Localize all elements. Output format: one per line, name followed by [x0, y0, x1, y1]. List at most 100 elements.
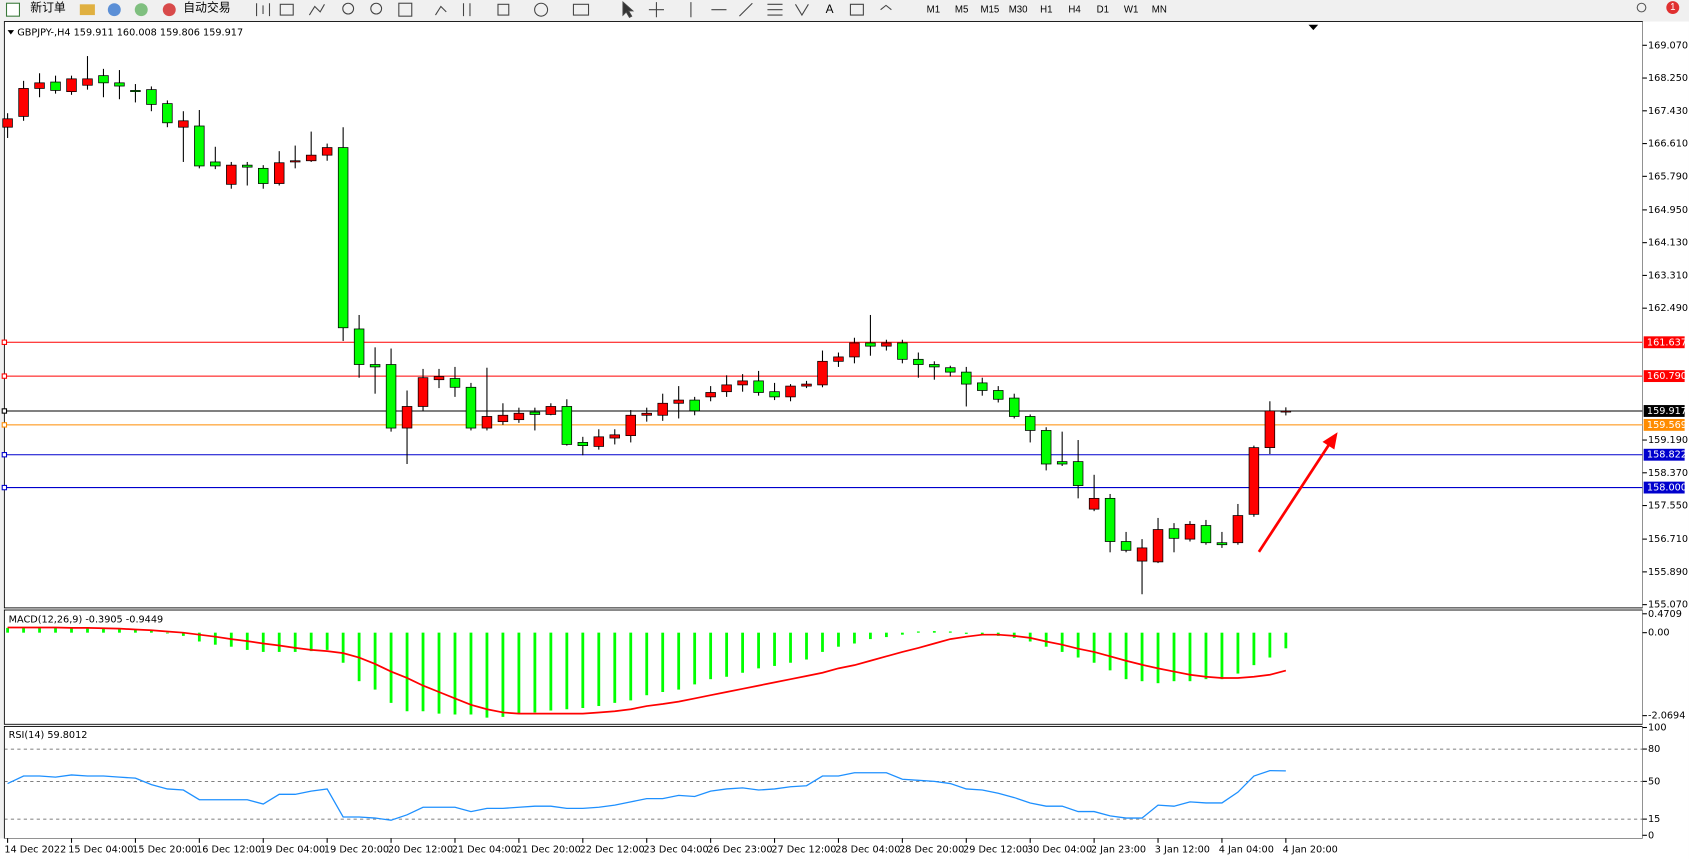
zoom-in[interactable]: [342, 2, 355, 15]
time-label: 28 Dec 20:00: [899, 844, 964, 855]
timeframe[interactable]: D1: [1097, 4, 1109, 15]
y-tick-label: 0.00: [1648, 628, 1670, 639]
y-tick-label: 159.190: [1648, 435, 1688, 446]
icon[interactable]: [849, 3, 864, 16]
time-label: 4 Jan 04:00: [1219, 844, 1274, 855]
text-tool[interactable]: A: [826, 2, 834, 16]
candle-body: [385, 364, 397, 429]
candle-body: [1184, 523, 1196, 540]
y-tick-label: 164.950: [1648, 205, 1688, 216]
icon[interactable]: [880, 4, 892, 11]
toolbar-icons: [256, 0, 892, 18]
candle-body: [1136, 547, 1148, 562]
icon[interactable]: [794, 4, 809, 17]
y-tick-label: 158.370: [1648, 468, 1688, 479]
y-tick-label: 167.430: [1648, 106, 1688, 117]
candle-body: [401, 406, 413, 429]
icon[interactable]: [107, 3, 121, 17]
icon[interactable]: [648, 2, 783, 18]
candle-body: [82, 78, 93, 86]
level-label-bg: [1643, 481, 1685, 494]
timeframe[interactable]: M5: [955, 4, 968, 15]
level-label-bg: [1643, 405, 1685, 417]
time-label: 28 Dec 04:00: [835, 844, 900, 855]
timeframe[interactable]: W1: [1124, 4, 1139, 15]
y-tick-label: 156.710: [1648, 534, 1688, 545]
cursor[interactable]: [622, 0, 635, 18]
rsi-panel: [3, 726, 1644, 839]
new-order-icon[interactable]: [5, 2, 20, 17]
time-label: 4 Jan 20:00: [1283, 844, 1338, 855]
zoom-out[interactable]: [370, 2, 383, 15]
candle-body: [1280, 410, 1292, 413]
level-label: 160.790: [1647, 371, 1687, 382]
candle-body: [50, 81, 61, 91]
candle-body: [1216, 542, 1228, 546]
candle-body: [625, 414, 636, 437]
time-label: 21 Dec 20:00: [516, 844, 581, 855]
icon[interactable]: [462, 3, 471, 17]
time-label: 15 Dec 20:00: [132, 844, 197, 855]
icon[interactable]: [134, 3, 148, 17]
time-label: 20 Dec 12:00: [388, 844, 453, 855]
timeframe[interactable]: M1: [927, 4, 940, 15]
time-label: 26 Dec 23:00: [707, 844, 772, 855]
timeframe[interactable]: M15: [980, 4, 999, 15]
level-label-bg: [1643, 370, 1685, 383]
candle-body: [114, 82, 125, 87]
candle-body: [657, 402, 668, 416]
symbol-menu[interactable]: [7, 30, 15, 35]
candle-body: [98, 75, 109, 84]
y-tick-label: 162.490: [1648, 303, 1688, 314]
auto-trading-icon[interactable]: [162, 3, 176, 17]
candle-body: [1104, 497, 1116, 542]
icon[interactable]: [534, 2, 549, 17]
candle-body: [1168, 528, 1180, 539]
icon[interactable]: [279, 3, 294, 16]
level-label: 158.822: [1647, 450, 1687, 461]
icon[interactable]: [79, 4, 95, 16]
timeframe[interactable]: H4: [1068, 4, 1081, 15]
notification-count[interactable]: 1: [1670, 2, 1675, 13]
time-label: 3 Jan 12:00: [1155, 844, 1210, 855]
candle-body: [993, 390, 1004, 400]
time-label: 19 Dec 04:00: [260, 844, 325, 855]
icon[interactable]: [308, 4, 325, 16]
auto-trading[interactable]: 自动交易: [183, 1, 230, 15]
timeframe[interactable]: H1: [1040, 4, 1052, 15]
level-handle: [1, 452, 8, 458]
time-label: 21 Dec 04:00: [452, 844, 517, 855]
candle-body: [641, 412, 652, 416]
level-label-bg: [1643, 448, 1685, 461]
candle-body: [2, 118, 13, 128]
new-order[interactable]: 新订单: [30, 1, 66, 15]
level-label-bg: [1643, 418, 1685, 431]
timeframe[interactable]: MN: [1152, 4, 1167, 15]
candle-body: [1088, 497, 1100, 510]
level-label: 159.569: [1647, 420, 1687, 431]
time-label: 23 Dec 04:00: [643, 844, 708, 855]
candle-body: [258, 167, 269, 184]
candle-body: [881, 342, 892, 347]
icon[interactable]: [256, 3, 271, 17]
search-icon[interactable]: [1636, 2, 1647, 13]
icon[interactable]: [435, 5, 447, 16]
y-tick-label: 0.4709: [1648, 609, 1682, 620]
time-label: 27 Dec 12:00: [771, 844, 836, 855]
time-label: 16 Dec 12:00: [196, 844, 261, 855]
notification-badge[interactable]: [1666, 1, 1680, 15]
timeframes: M1 M5 M15 M30 H1 H4 D1 W1 MN: [927, 4, 1167, 15]
candle-body: [977, 382, 988, 391]
candle-body: [1056, 461, 1068, 465]
time-label: 22 Dec 12:00: [580, 844, 645, 855]
candle-body: [769, 391, 780, 398]
level-handle: [1, 373, 8, 379]
candle-body: [673, 399, 684, 404]
candle-body: [609, 434, 620, 439]
candle-body: [897, 342, 908, 360]
candle-body: [273, 162, 285, 184]
icon[interactable]: [497, 3, 510, 16]
timeframe[interactable]: M30: [1009, 4, 1028, 15]
icon[interactable]: [398, 2, 413, 17]
icon[interactable]: [572, 3, 590, 16]
